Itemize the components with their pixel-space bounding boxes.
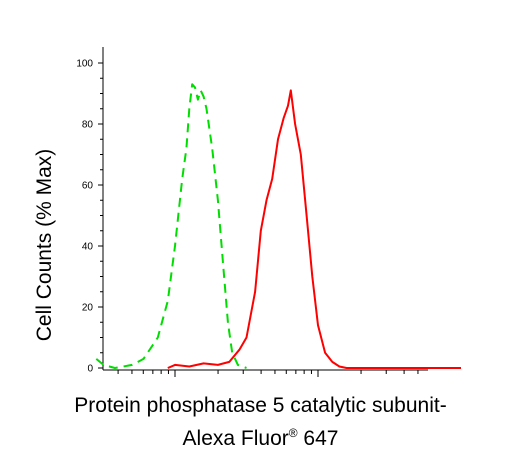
series-line-0: [95, 83, 247, 369]
y-tick-label: 80: [82, 120, 94, 131]
x-axis-label-main: Alexa Fluor: [182, 427, 289, 450]
x-axis-label-line2: Alexa Fluor® 647: [0, 420, 521, 452]
axes: [102, 47, 428, 371]
x-axis-label-end: 647: [297, 427, 339, 450]
x-ticks: [117, 370, 419, 377]
y-axis-label: Cell Counts (% Max): [33, 148, 56, 342]
y-tick-label: 100: [76, 59, 93, 70]
series-lines: [95, 83, 461, 369]
series-line-1: [167, 89, 461, 369]
y-tick-label: 0: [87, 364, 93, 375]
y-tick-label: 60: [82, 181, 94, 192]
y-ticks: 0 20 40 60 80 100: [76, 59, 103, 375]
y-tick-label: 20: [82, 303, 94, 314]
x-axis-label-line1: Protein phosphatase 5 catalytic subunit-: [74, 394, 447, 417]
registered-mark: ®: [288, 426, 298, 440]
y-tick-label: 40: [82, 242, 94, 253]
